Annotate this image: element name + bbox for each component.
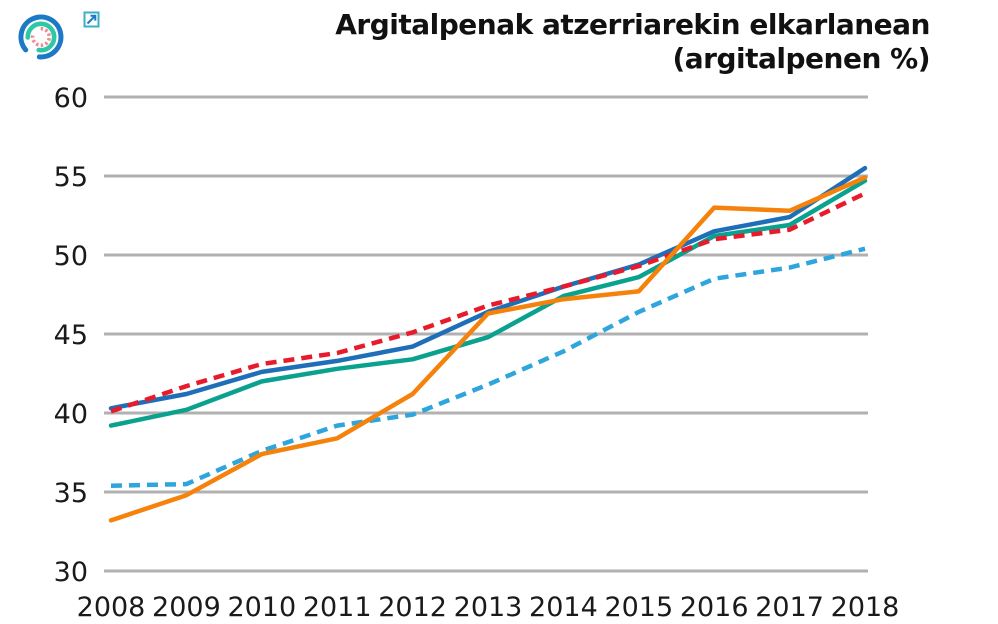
y-tick-label-45: 45 [54, 320, 88, 351]
y-axis-tick-labels: 30 35 40 45 50 55 60 [54, 83, 88, 588]
chart-title: Argitalpenak atzerriarekin elkarlanean (… [0, 8, 930, 76]
series-line-light-blue-dashed [110, 246, 866, 488]
x-tick-label-2009: 2009 [152, 592, 221, 623]
circular-arcs-logo-icon [18, 11, 100, 60]
site-logo[interactable] [14, 6, 106, 66]
y-tick-label-40: 40 [54, 399, 88, 430]
x-tick-label-2017: 2017 [755, 592, 824, 623]
x-tick-label-2018: 2018 [831, 592, 900, 623]
x-tick-label-2010: 2010 [227, 592, 296, 623]
y-tick-label-35: 35 [54, 478, 88, 509]
x-axis-tick-labels: 2008 2009 2010 2011 2012 2013 2014 2015 2016 2017… [77, 592, 900, 623]
y-tick-label-30: 30 [54, 557, 88, 588]
x-tick-label-2008: 2008 [77, 592, 146, 623]
x-tick-label-2015: 2015 [604, 592, 673, 623]
series-line-dark-blue-solid [108, 165, 868, 411]
gridlines-group [104, 95, 868, 573]
series-line-orange-solid [108, 175, 868, 523]
external-link-icon[interactable] [83, 11, 100, 28]
logo-inner-dotted-arc [30, 26, 52, 48]
series-line-teal-solid [108, 178, 868, 428]
logo-middle-arc [25, 21, 57, 53]
logo-outer-arc [18, 14, 64, 60]
series-lines-group [108, 165, 868, 523]
x-tick-label-2013: 2013 [454, 592, 523, 623]
chart-title-line1: Argitalpenak atzerriarekin elkarlanean [335, 8, 930, 41]
x-tick-label-2014: 2014 [529, 592, 598, 623]
y-tick-label-50: 50 [54, 241, 88, 272]
series-line-red-dashed [110, 191, 866, 414]
y-tick-label-60: 60 [54, 83, 88, 114]
x-tick-label-2012: 2012 [378, 592, 447, 623]
x-tick-label-2011: 2011 [303, 592, 372, 623]
y-tick-label-55: 55 [54, 162, 88, 193]
chart-title-line2: (argitalpenen %) [672, 42, 930, 75]
x-tick-label-2016: 2016 [680, 592, 749, 623]
